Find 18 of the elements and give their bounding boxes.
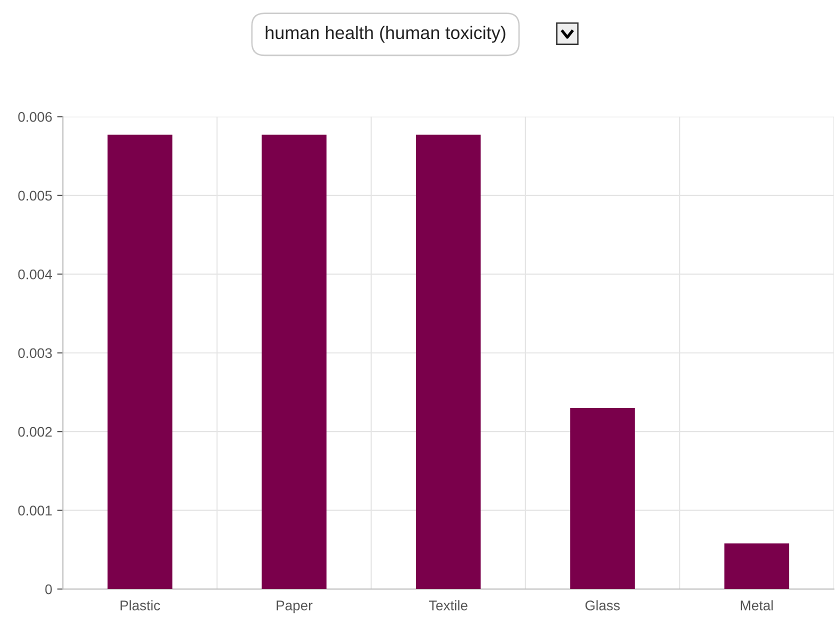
x-tick-label: Paper xyxy=(276,600,312,614)
bar xyxy=(570,408,635,590)
bar xyxy=(724,543,790,590)
x-tick-label: Glass xyxy=(585,600,620,610)
y-tick-label: 0.006 xyxy=(18,112,52,122)
x-tick-label: Plastic xyxy=(120,600,160,610)
x-tick-label: Metal xyxy=(740,600,773,610)
y-tick-label: 0.001 xyxy=(18,506,52,516)
chart-title: human health (human toxicity) xyxy=(266,26,506,43)
bar xyxy=(108,134,172,590)
y-tick-label: 0.005 xyxy=(18,190,52,201)
y-tick-label: 0.002 xyxy=(18,426,52,437)
y-tick-label: 0 xyxy=(45,584,52,594)
y-tick-label: 0.003 xyxy=(18,348,52,358)
bar xyxy=(262,134,327,590)
x-tick-label: Textile xyxy=(428,600,468,610)
y-tick-label: 0.004 xyxy=(18,269,52,280)
bar xyxy=(416,134,481,590)
